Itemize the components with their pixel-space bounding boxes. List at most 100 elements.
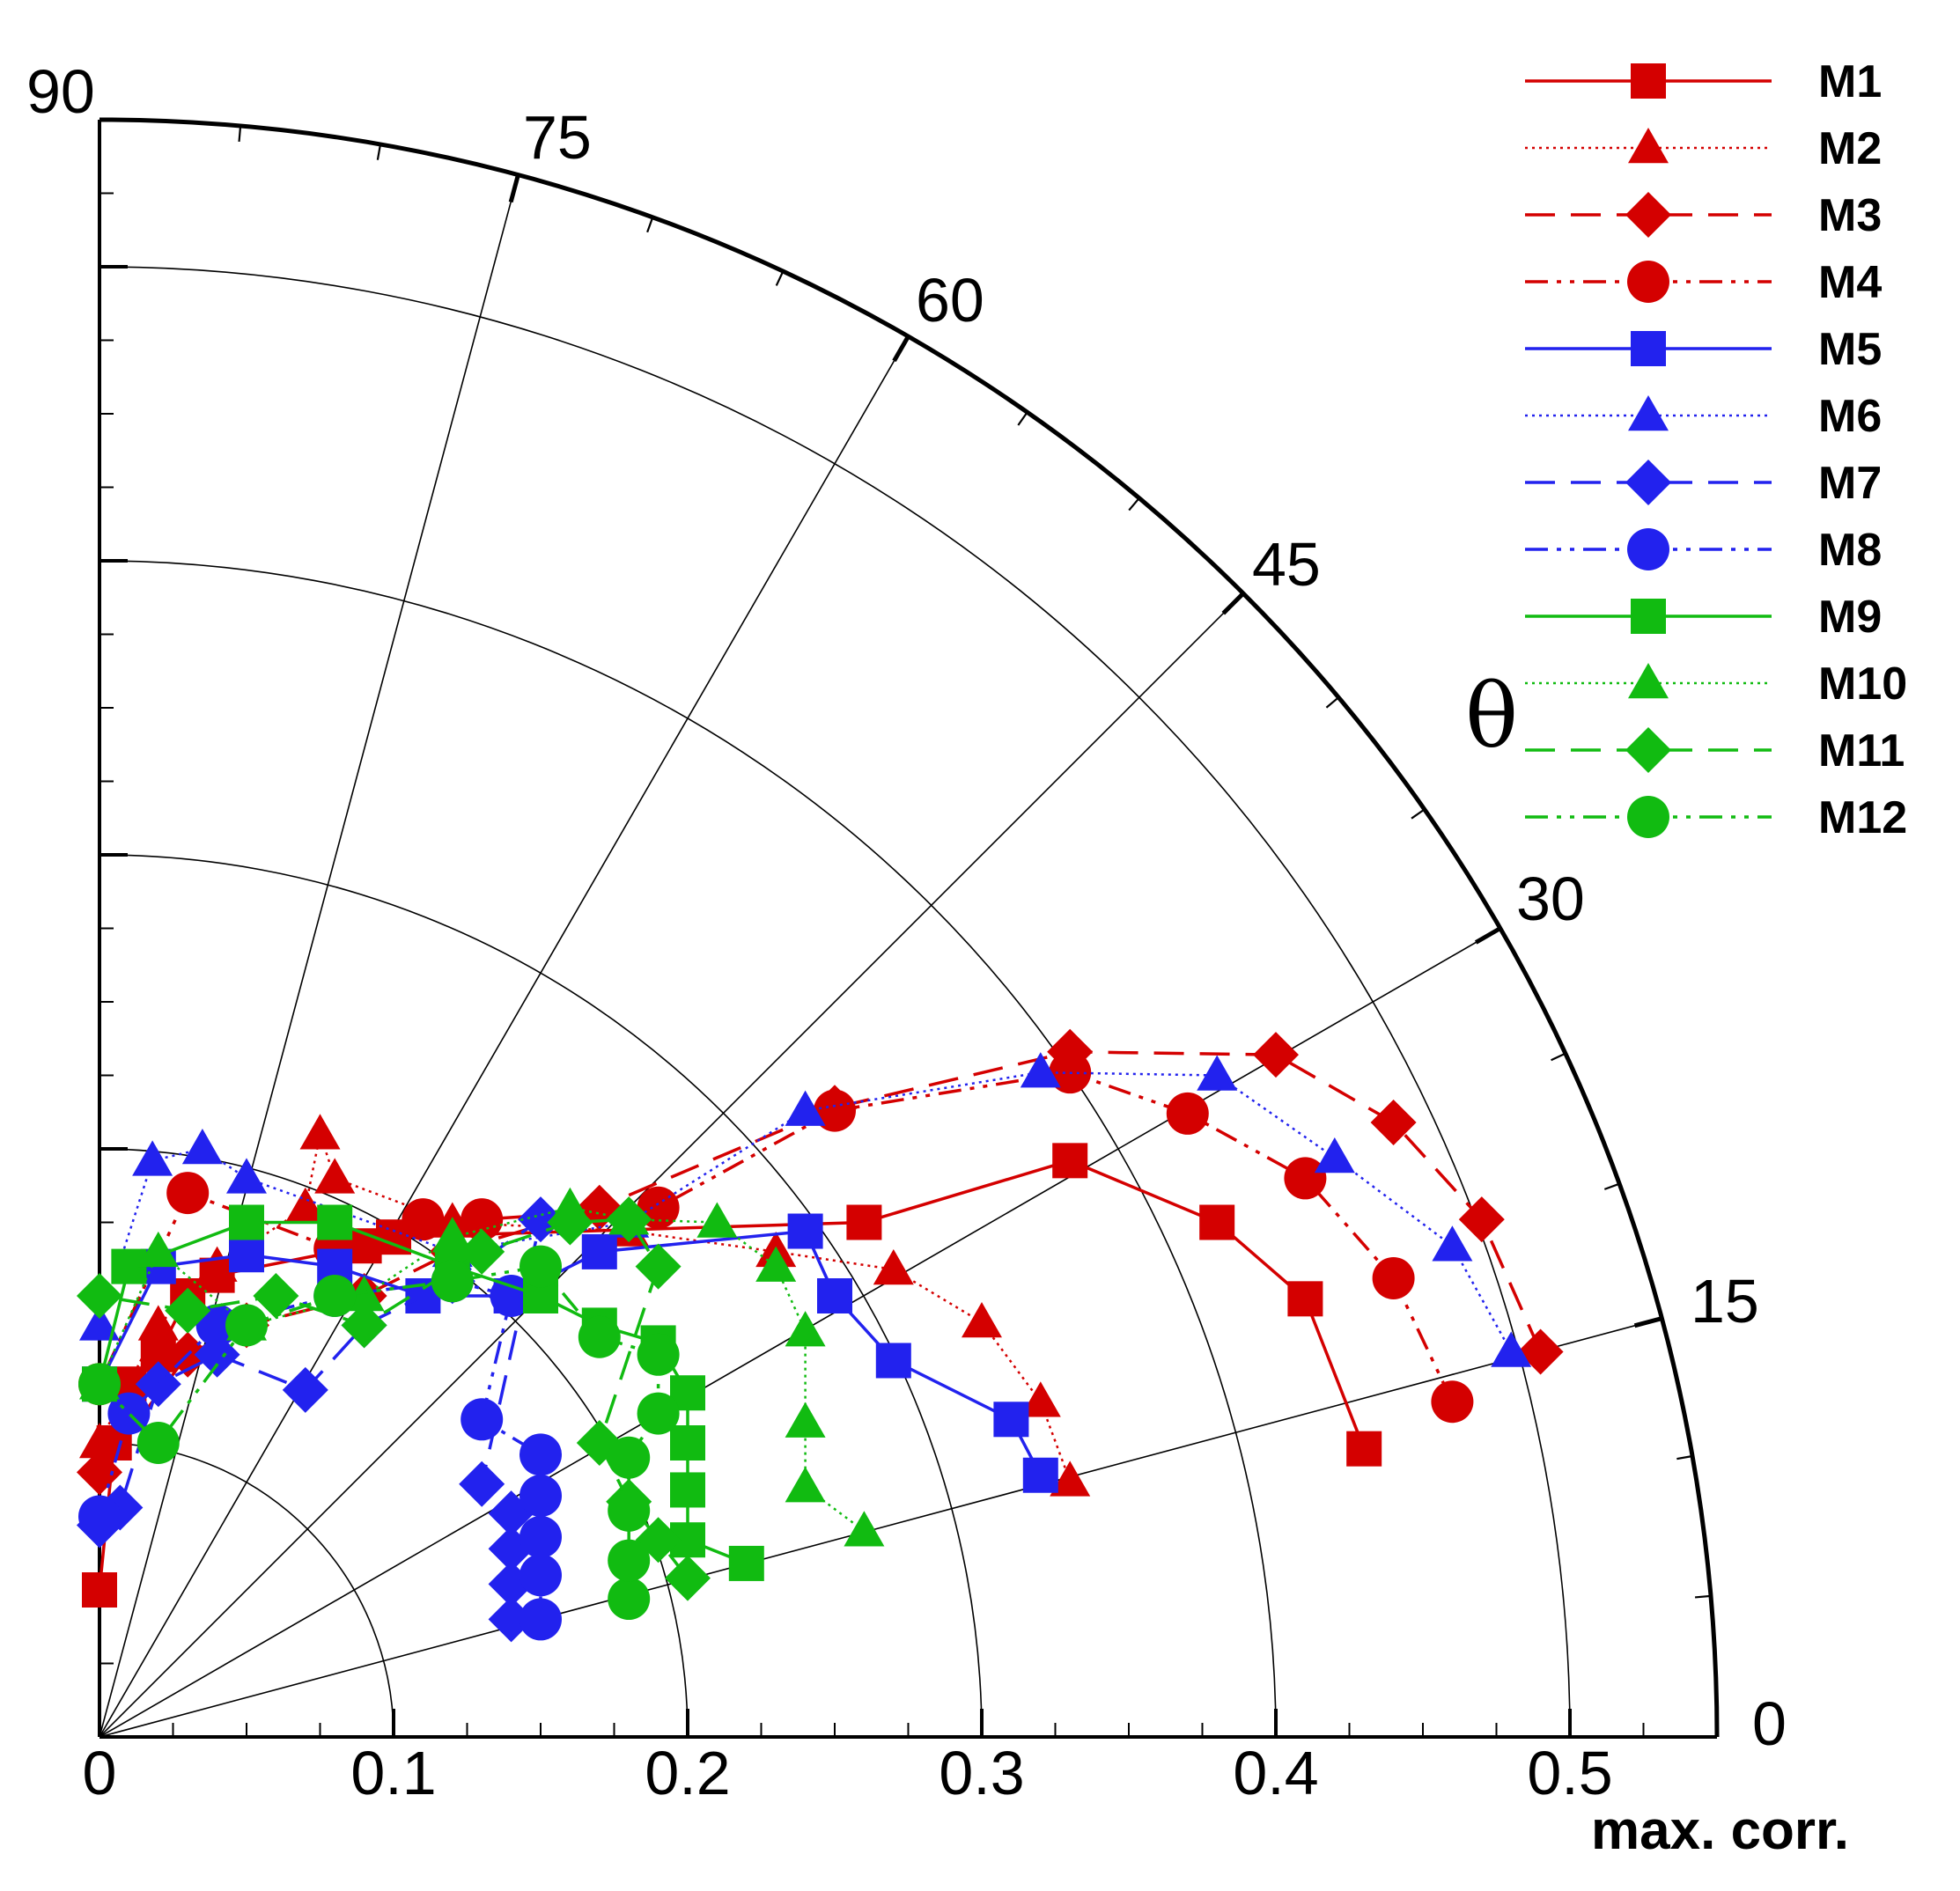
legend-marker	[1625, 727, 1671, 773]
data-point-m5	[1022, 1457, 1058, 1493]
x-tick-label: 0.1	[350, 1739, 436, 1807]
legend-marker	[1627, 261, 1669, 303]
legend-marker	[1628, 395, 1669, 431]
data-point-m11	[635, 1243, 682, 1290]
theta-tick-30	[1474, 926, 1502, 945]
data-point-m12	[225, 1304, 268, 1347]
data-point-m11	[459, 1228, 505, 1275]
data-point-m10	[755, 1246, 797, 1282]
data-point-m7	[97, 1484, 144, 1531]
data-point-m6	[132, 1140, 173, 1176]
legend-label: M10	[1818, 659, 1907, 710]
data-point-m10	[785, 1311, 826, 1347]
legend-label: M5	[1818, 324, 1882, 375]
series-line-m11	[99, 1218, 689, 1579]
data-point-m2	[299, 1114, 341, 1150]
data-point-m12	[637, 1333, 680, 1376]
x-axis-label: max. corr.	[1591, 1800, 1849, 1861]
grid-radial-75	[99, 174, 519, 1738]
legend-label: M12	[1818, 792, 1907, 843]
legend-label: M3	[1818, 190, 1882, 241]
data-point-m3	[77, 1449, 122, 1496]
data-point-m9	[670, 1472, 705, 1508]
data-point-m12	[78, 1363, 121, 1406]
data-point-m2	[196, 1246, 238, 1282]
legend-item-m6: M6	[1525, 391, 1882, 442]
data-point-m7	[282, 1366, 328, 1413]
theta-tick-45	[1221, 592, 1245, 615]
theta-tick-85	[238, 125, 242, 143]
data-point-m6	[1432, 1225, 1473, 1262]
x-tick-label: 0.3	[939, 1739, 1024, 1807]
legend-label: M11	[1818, 725, 1905, 776]
data-point-m12	[608, 1489, 651, 1532]
legend-label: M2	[1818, 123, 1882, 174]
data-point-m2	[1020, 1381, 1061, 1417]
theta-tick-5	[1694, 1594, 1712, 1599]
legend-item-m11: M11	[1525, 725, 1905, 776]
theta-tick-50	[1128, 497, 1140, 511]
data-point-m9	[229, 1204, 264, 1240]
data-point-m8	[490, 1275, 533, 1317]
data-point-m12	[608, 1436, 651, 1479]
data-point-m12	[519, 1245, 562, 1288]
data-point-m3	[1517, 1328, 1564, 1375]
data-point-m8	[519, 1598, 562, 1641]
legend-item-m12: M12	[1525, 792, 1907, 843]
data-point-m7	[488, 1596, 534, 1643]
legend-marker	[1628, 128, 1669, 164]
data-point-m3	[1253, 1032, 1299, 1078]
series-line-m4	[98, 1071, 1454, 1402]
series-line-m1	[98, 1159, 1366, 1591]
data-point-m12	[608, 1578, 651, 1621]
series-m12	[78, 1245, 680, 1621]
legend-marker	[1628, 663, 1669, 699]
theta-tick-70	[646, 217, 654, 233]
data-point-m1	[1346, 1431, 1382, 1467]
data-point-m10	[137, 1231, 179, 1268]
data-point-m4	[1284, 1157, 1327, 1200]
data-point-m8	[78, 1495, 121, 1538]
theta-tick-20	[1603, 1182, 1620, 1190]
legend-item-m3: M3	[1525, 190, 1882, 241]
data-point-m6	[226, 1158, 267, 1194]
legend-label: M4	[1818, 257, 1882, 308]
legend-marker	[1631, 331, 1666, 366]
legend-item-m4: M4	[1525, 257, 1882, 308]
data-point-m10	[696, 1202, 738, 1238]
theta-tick-label: 45	[1252, 530, 1321, 599]
series-m2	[79, 1114, 1091, 1497]
data-point-m1	[82, 1572, 117, 1608]
data-point-m11	[665, 1555, 711, 1601]
legend-item-m1: M1	[1525, 56, 1882, 107]
theta-tick-75	[508, 173, 520, 203]
legend-marker	[1625, 192, 1671, 238]
data-point-m6	[1491, 1331, 1532, 1367]
theta-tick-65	[775, 270, 785, 286]
legend-item-m2: M2	[1525, 123, 1882, 174]
grid-radial-45	[99, 592, 1244, 1738]
theta-tick-55	[1017, 411, 1028, 426]
data-point-m4	[1431, 1380, 1474, 1424]
data-point-m10	[844, 1511, 885, 1547]
data-point-m9	[670, 1425, 705, 1461]
theta-tick-label: 15	[1691, 1267, 1759, 1335]
data-point-m7	[459, 1461, 505, 1507]
legend-item-m9: M9	[1525, 592, 1882, 643]
legend-label: M1	[1818, 56, 1882, 107]
theta-tick-25	[1551, 1052, 1566, 1062]
data-point-m5	[229, 1237, 264, 1273]
legend-marker	[1627, 528, 1669, 570]
theta-tick-label: 0	[1752, 1689, 1787, 1758]
data-point-m4	[1166, 1092, 1209, 1135]
legend-item-m5: M5	[1525, 324, 1882, 375]
data-point-m5	[787, 1213, 823, 1249]
data-point-m10	[785, 1467, 826, 1503]
x-tick-label: 0	[83, 1739, 117, 1807]
data-point-m1	[846, 1204, 882, 1240]
theta-tick-15	[1633, 1316, 1663, 1328]
legend: M1 M2 M3 M4 M5 M6 M7 M8 M9 M10 M11 M12	[1525, 56, 1907, 843]
data-point-m4	[402, 1198, 445, 1241]
theta-tick-60	[892, 335, 910, 363]
